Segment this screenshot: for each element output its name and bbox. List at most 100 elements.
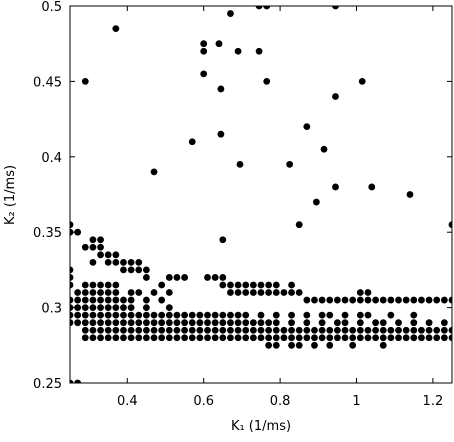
plot-area	[70, 6, 452, 383]
scatter-point	[425, 319, 433, 327]
scatter-point	[288, 341, 295, 349]
x-tick-label: 0.6	[193, 394, 214, 409]
scatter-point	[234, 281, 242, 289]
scatter-point	[433, 326, 441, 334]
scatter-point	[200, 40, 208, 48]
scatter-point	[410, 334, 418, 342]
scatter-point	[70, 281, 74, 289]
scatter-point	[227, 10, 234, 17]
scatter-point	[265, 281, 273, 289]
scatter-point	[97, 243, 104, 251]
scatter-point	[81, 296, 89, 304]
scatter-point	[332, 183, 339, 191]
scatter-point	[104, 289, 112, 296]
scatter-point	[433, 296, 441, 304]
scatter-point	[227, 311, 234, 319]
scatter-point	[204, 326, 211, 334]
scatter-point	[97, 319, 104, 327]
scatter-point	[219, 311, 227, 319]
scatter-point	[227, 334, 234, 342]
scatter-point	[364, 326, 372, 334]
scatter-point	[295, 334, 303, 342]
scatter-point	[74, 311, 82, 319]
scatter-point	[406, 191, 414, 198]
scatter-point	[356, 334, 364, 342]
scatter-point	[127, 326, 135, 334]
scatter-point	[356, 326, 364, 334]
scatter-point	[448, 221, 452, 229]
y-tick-label: 0.4	[41, 151, 62, 166]
scatter-point	[288, 281, 295, 289]
scatter-point	[295, 221, 303, 229]
y-tick-label: 0.3	[41, 302, 62, 317]
scatter-point	[255, 6, 263, 10]
scatter-point	[112, 281, 120, 289]
scatter-point	[410, 319, 418, 327]
scatter-point	[341, 334, 349, 342]
scatter-point	[143, 266, 150, 274]
scatter-point	[89, 289, 97, 296]
scatter-point	[341, 319, 349, 327]
scatter-point	[356, 289, 364, 296]
scatter-point	[379, 296, 387, 304]
scatter-point	[81, 326, 89, 334]
scatter-point	[395, 326, 402, 334]
scatter-point	[257, 334, 265, 342]
scatter-point	[173, 274, 181, 281]
scatter-point	[158, 334, 166, 342]
scatter-point	[295, 289, 303, 296]
scatter-point	[97, 281, 104, 289]
scatter-point	[334, 326, 341, 334]
scatter-point	[280, 326, 288, 334]
scatter-point	[311, 341, 318, 349]
scatter-point	[295, 326, 303, 334]
scatter-point	[242, 326, 250, 334]
scatter-point	[425, 296, 433, 304]
scatter-point	[272, 289, 280, 296]
scatter-point	[165, 334, 173, 342]
scatter-point	[334, 334, 341, 342]
scatter-point	[410, 326, 418, 334]
scatter-point	[188, 326, 196, 334]
scatter-point	[303, 326, 311, 334]
scatter-point	[227, 281, 234, 289]
scatter-point	[165, 274, 173, 281]
scatter-point	[188, 138, 196, 146]
scatter-point	[234, 334, 242, 342]
scatter-point	[402, 326, 410, 334]
scatter-point	[265, 289, 273, 296]
scatter-point	[326, 334, 334, 342]
scatter-point	[448, 334, 452, 342]
scatter-point	[326, 326, 334, 334]
scatter-point	[249, 319, 257, 327]
scatter-point	[326, 296, 334, 304]
scatter-point	[211, 334, 219, 342]
scatter-point	[425, 334, 433, 342]
scatter-point	[135, 258, 143, 266]
scatter-point	[150, 289, 158, 296]
scatter-point	[418, 334, 425, 342]
scatter-point	[89, 304, 97, 311]
scatter-point	[74, 289, 82, 296]
scatter-point	[200, 47, 208, 55]
scatter-point	[303, 334, 311, 342]
scatter-point	[120, 319, 127, 327]
scatter-point	[379, 341, 387, 349]
scatter-point	[318, 334, 326, 342]
scatter-point	[255, 47, 263, 55]
scatter-point	[112, 311, 120, 319]
scatter-point	[272, 334, 280, 342]
scatter-point	[74, 319, 82, 327]
scatter-point	[165, 289, 173, 296]
scatter-point	[242, 319, 250, 327]
scatter-point	[448, 326, 452, 334]
scatter-point	[97, 334, 104, 342]
scatter-point	[234, 311, 242, 319]
scatter-point	[372, 319, 379, 327]
scatter-point	[227, 319, 234, 327]
scatter-point	[143, 319, 150, 327]
scatter-point	[188, 319, 196, 327]
scatter-point	[272, 326, 280, 334]
scatter-point	[70, 319, 74, 327]
scatter-point	[358, 78, 366, 85]
